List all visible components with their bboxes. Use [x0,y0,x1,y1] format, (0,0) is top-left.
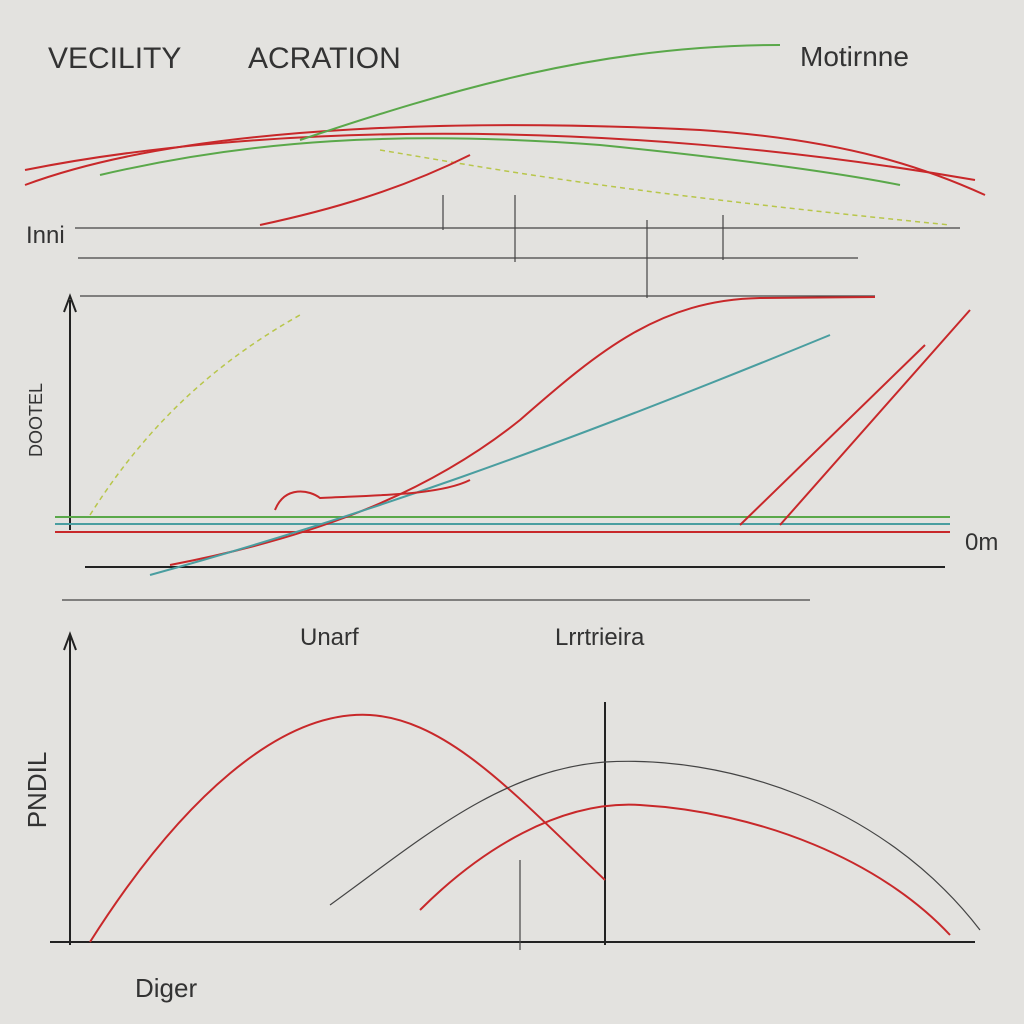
arrows [739,309,971,526]
curve [149,334,831,576]
curve [274,479,471,511]
panel-middle: DOOTEL 0m [26,293,998,601]
curve [99,137,901,186]
curve [259,154,471,226]
curve [299,44,781,141]
arrow-head [63,631,77,651]
panel-bottom: Unarf Lrrtrieira PNDIL Diger [22,624,981,1003]
curve [24,132,976,181]
corner-label: Motirnne [800,41,909,72]
panel-top: Inni [24,44,986,298]
curve [379,149,951,226]
title-left: VECILITY [48,42,181,75]
heading-right: Lrrtrieira [555,624,645,651]
axis-label: DOOTEL [26,383,46,457]
title-right: ACRATION [248,42,401,75]
arrow-head [63,293,77,313]
curve [89,314,301,516]
side-label: 0m [965,529,998,556]
curve [89,713,606,943]
curve [329,760,981,931]
heading-left: Unarf [300,624,359,651]
panel-label: Inni [26,222,65,249]
footer-label: Diger [135,973,197,1003]
axis-label: PNDIL [22,752,52,829]
curve [169,296,876,566]
curve [419,803,951,936]
